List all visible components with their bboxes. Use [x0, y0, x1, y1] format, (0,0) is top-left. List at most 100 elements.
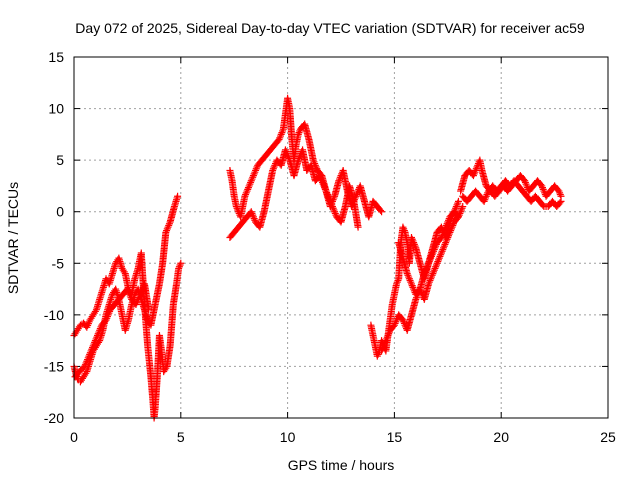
x-axis-title: GPS time / hours	[288, 457, 395, 473]
data-point-marker	[126, 290, 134, 298]
data-point-marker	[445, 230, 453, 238]
data-point-marker	[469, 172, 477, 180]
data-point-marker	[380, 342, 388, 350]
data-point-marker	[281, 146, 289, 154]
data-point-marker	[437, 251, 445, 259]
data-point-marker	[435, 254, 443, 262]
data-point-marker	[90, 340, 98, 348]
data-point-marker	[378, 347, 386, 355]
data-point-marker	[448, 223, 456, 231]
data-point-marker	[269, 166, 277, 174]
data-point-marker	[327, 199, 335, 207]
data-point-marker	[480, 197, 488, 205]
data-point-marker	[294, 130, 302, 138]
data-point-marker	[429, 249, 437, 257]
data-point-marker	[457, 206, 465, 214]
data-point-marker	[103, 313, 111, 321]
data-point-marker	[175, 264, 183, 272]
data-point-marker	[435, 256, 443, 264]
data-point-marker	[317, 175, 325, 183]
data-point-marker	[331, 209, 339, 217]
data-point-marker	[88, 345, 96, 353]
data-point-marker	[540, 187, 548, 195]
data-point-marker	[87, 347, 95, 355]
x-tick-label: 5	[177, 429, 185, 445]
data-point-marker	[422, 264, 430, 272]
data-point-marker	[405, 273, 413, 281]
data-point-marker	[432, 261, 440, 269]
data-point-marker	[428, 251, 436, 259]
y-tick-labels: -20 -15 -10 -5 0 5 10 15	[44, 49, 64, 426]
y-tick-label: 5	[56, 152, 64, 168]
data-point-marker	[383, 335, 391, 343]
data-point-marker	[431, 244, 439, 252]
data-point-marker	[102, 316, 110, 324]
data-point-marker	[556, 199, 564, 207]
data-point-marker	[81, 361, 89, 369]
data-point-marker	[93, 331, 101, 339]
data-point-marker	[425, 278, 433, 286]
data-point-marker	[279, 127, 287, 135]
data-point-marker	[248, 175, 256, 183]
data-point-marker	[269, 165, 277, 173]
data-point-marker	[104, 311, 112, 319]
data-point-marker	[436, 252, 444, 260]
x-tick-label: 20	[493, 429, 509, 445]
data-point-marker	[241, 192, 249, 200]
data-point-marker	[470, 170, 478, 178]
data-point-marker	[242, 191, 250, 199]
data-point-marker	[442, 223, 450, 231]
data-point-marker	[445, 232, 453, 240]
data-point-marker	[323, 191, 331, 199]
data-point-marker	[392, 318, 400, 326]
data-point-marker	[92, 335, 100, 343]
data-point-marker	[285, 154, 293, 162]
data-point-marker	[283, 149, 291, 157]
data-point-marker	[91, 338, 99, 346]
data-point-marker	[429, 270, 437, 278]
data-point-marker	[400, 319, 408, 327]
data-point-marker	[443, 235, 451, 243]
data-point-marker	[353, 189, 361, 197]
data-point-marker	[244, 184, 252, 192]
data-point-marker	[163, 227, 171, 235]
data-point-marker	[324, 192, 332, 200]
x-tick-label: 10	[280, 429, 296, 445]
data-point-marker	[482, 194, 490, 202]
data-point-marker	[284, 151, 292, 159]
data-point-marker	[441, 225, 449, 233]
data-point-marker	[410, 285, 418, 293]
data-point-marker	[391, 319, 399, 327]
data-points	[70, 94, 565, 422]
data-point-marker	[442, 221, 450, 229]
data-point-marker	[521, 178, 529, 186]
data-point-marker	[326, 197, 334, 205]
data-point-marker	[446, 228, 454, 236]
data-point-marker	[353, 191, 361, 199]
data-point-marker	[320, 182, 328, 190]
data-point-marker	[316, 172, 324, 180]
data-point-marker	[232, 203, 240, 211]
data-point-marker	[326, 196, 334, 204]
data-point-marker	[440, 242, 448, 250]
data-point-marker	[295, 154, 303, 162]
data-point-marker	[249, 173, 257, 181]
data-point-marker	[252, 165, 260, 173]
data-point-marker	[249, 211, 257, 219]
data-point-marker	[165, 220, 173, 228]
data-point-marker	[133, 297, 141, 305]
chart-title: Day 072 of 2025, Sidereal Day-to-day VTE…	[75, 20, 585, 36]
data-point-marker	[408, 235, 416, 243]
data-point-marker	[373, 352, 381, 360]
data-point-marker	[449, 221, 457, 229]
data-point-marker	[440, 228, 448, 236]
data-point-marker	[472, 166, 480, 174]
data-point-marker	[252, 166, 260, 174]
data-point-marker	[556, 191, 564, 199]
data-point-marker	[174, 192, 182, 200]
data-point-marker	[162, 228, 170, 236]
data-point-marker	[426, 276, 434, 284]
data-point-marker	[437, 234, 445, 241]
data-point-marker	[471, 168, 479, 176]
data-point-marker	[442, 239, 450, 247]
